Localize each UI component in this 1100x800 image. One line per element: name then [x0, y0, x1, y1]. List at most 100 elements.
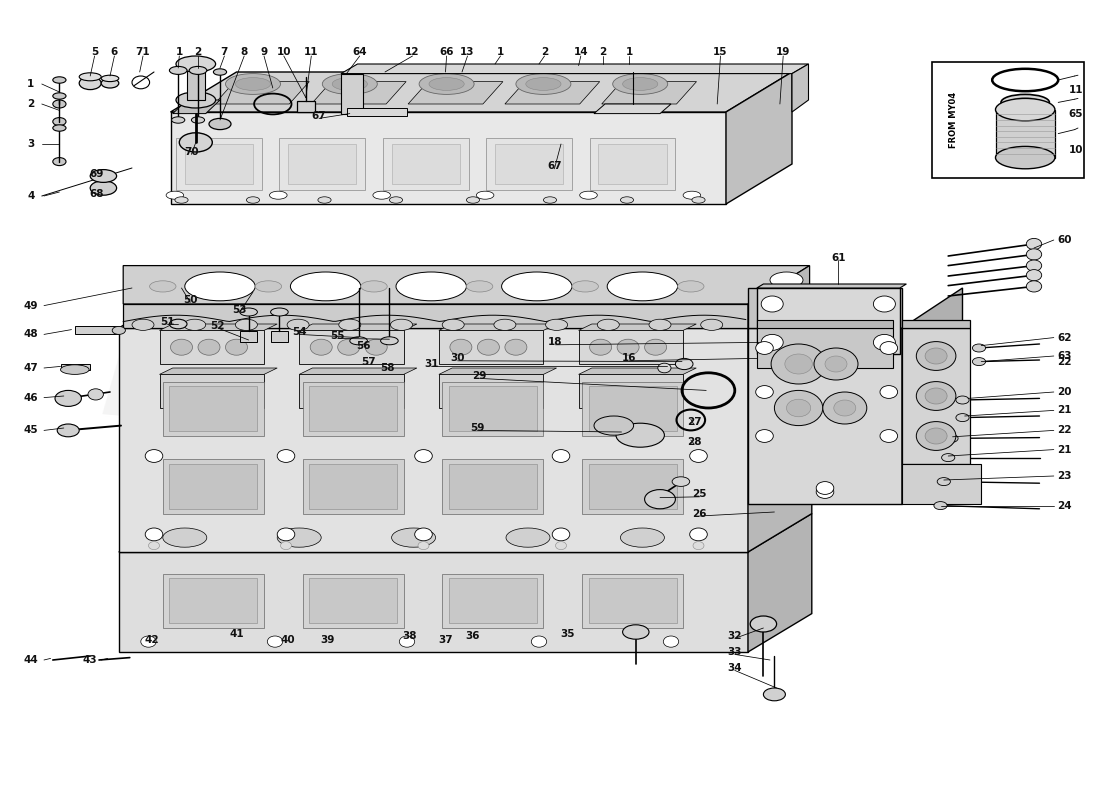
Polygon shape: [726, 72, 792, 204]
Ellipse shape: [649, 319, 671, 330]
Bar: [163, 382, 264, 436]
Circle shape: [823, 392, 867, 424]
Ellipse shape: [198, 339, 220, 355]
Text: 69: 69: [89, 170, 104, 179]
Ellipse shape: [322, 74, 377, 94]
Ellipse shape: [79, 73, 101, 81]
Circle shape: [1026, 270, 1042, 281]
Ellipse shape: [580, 191, 597, 199]
Ellipse shape: [53, 125, 66, 131]
Text: 63: 63: [1057, 351, 1072, 361]
Circle shape: [916, 422, 956, 450]
Bar: [590, 138, 675, 190]
Circle shape: [771, 344, 826, 384]
Bar: [486, 138, 572, 190]
Ellipse shape: [277, 528, 321, 547]
Ellipse shape: [226, 74, 280, 94]
Ellipse shape: [972, 358, 986, 366]
Ellipse shape: [365, 339, 387, 355]
Ellipse shape: [672, 477, 690, 486]
Bar: [588, 386, 676, 431]
Ellipse shape: [191, 117, 205, 123]
Ellipse shape: [150, 281, 176, 292]
Ellipse shape: [396, 272, 466, 301]
Text: 66: 66: [439, 47, 454, 57]
Text: 32: 32: [727, 631, 742, 641]
Ellipse shape: [1001, 94, 1049, 110]
Circle shape: [277, 528, 295, 541]
Ellipse shape: [620, 197, 634, 203]
Text: 1: 1: [497, 47, 504, 57]
Ellipse shape: [701, 319, 723, 330]
Polygon shape: [299, 374, 404, 408]
Ellipse shape: [213, 69, 227, 75]
Ellipse shape: [90, 181, 117, 195]
Circle shape: [873, 296, 895, 312]
Polygon shape: [299, 324, 417, 330]
Circle shape: [415, 528, 432, 541]
Ellipse shape: [996, 146, 1055, 169]
Polygon shape: [602, 82, 696, 104]
Ellipse shape: [996, 98, 1055, 121]
Polygon shape: [341, 74, 363, 114]
Polygon shape: [341, 64, 808, 74]
Ellipse shape: [607, 272, 678, 301]
Ellipse shape: [53, 77, 66, 83]
Text: 61: 61: [830, 253, 846, 262]
Text: FROM MY04: FROM MY04: [949, 91, 958, 148]
Text: 42: 42: [144, 635, 159, 645]
Text: 46: 46: [23, 393, 38, 402]
Ellipse shape: [645, 339, 667, 355]
Ellipse shape: [163, 528, 207, 547]
Circle shape: [756, 430, 773, 442]
Text: 7: 7: [221, 47, 228, 57]
Text: 43: 43: [82, 655, 98, 665]
Text: 28: 28: [686, 437, 702, 446]
Bar: [442, 574, 543, 628]
Ellipse shape: [132, 319, 154, 330]
Polygon shape: [119, 514, 812, 552]
Polygon shape: [119, 328, 748, 552]
Text: 24: 24: [1057, 501, 1072, 510]
Polygon shape: [757, 284, 906, 288]
Polygon shape: [757, 320, 893, 328]
Ellipse shape: [623, 625, 649, 639]
Text: 10: 10: [276, 47, 292, 57]
Bar: [449, 386, 537, 431]
Text: 57: 57: [361, 358, 376, 367]
Text: 50: 50: [183, 295, 198, 305]
Ellipse shape: [310, 339, 332, 355]
Text: 34: 34: [727, 663, 742, 673]
Polygon shape: [60, 364, 90, 370]
Polygon shape: [187, 64, 205, 100]
Polygon shape: [757, 288, 900, 354]
Ellipse shape: [942, 454, 955, 462]
Circle shape: [916, 382, 956, 410]
Text: 56: 56: [355, 341, 371, 350]
Bar: [582, 382, 683, 436]
Text: 54: 54: [292, 327, 307, 337]
Text: 25: 25: [692, 490, 707, 499]
Polygon shape: [119, 290, 812, 328]
Circle shape: [761, 334, 783, 350]
Text: 3: 3: [28, 139, 34, 149]
Text: 65: 65: [1068, 109, 1084, 118]
Bar: [449, 464, 537, 509]
Ellipse shape: [390, 319, 412, 330]
Ellipse shape: [339, 319, 361, 330]
Ellipse shape: [373, 191, 390, 199]
Ellipse shape: [572, 281, 598, 292]
Text: 68: 68: [89, 189, 104, 198]
Text: 52: 52: [210, 321, 225, 330]
Circle shape: [925, 428, 947, 444]
Polygon shape: [160, 324, 277, 330]
Polygon shape: [439, 324, 557, 330]
Ellipse shape: [389, 197, 403, 203]
Ellipse shape: [623, 78, 658, 90]
Polygon shape: [170, 112, 726, 204]
Ellipse shape: [620, 528, 664, 547]
Ellipse shape: [79, 77, 101, 90]
Polygon shape: [505, 82, 600, 104]
Text: 11: 11: [304, 47, 319, 57]
Ellipse shape: [318, 197, 331, 203]
